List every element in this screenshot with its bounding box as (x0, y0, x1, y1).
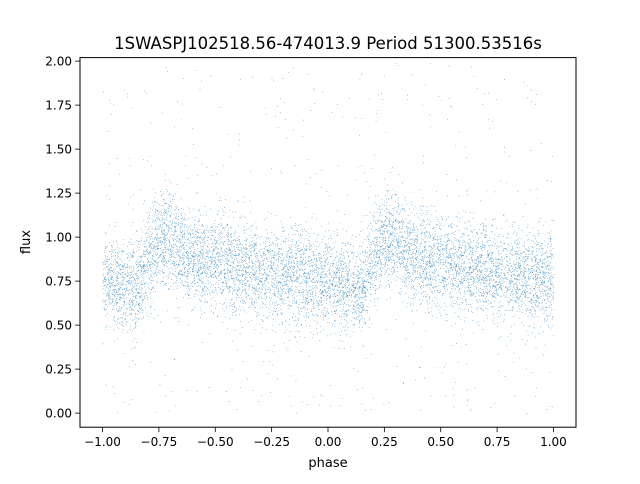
y-tick-label: 0.75 (45, 274, 72, 288)
x-tick-label: 0.00 (315, 435, 342, 449)
x-tick-label: −0.25 (253, 435, 290, 449)
y-axis-ticks: 0.00 0.25 0.50 0.75 1.00 1.25 1.50 1.75 2.00 (45, 54, 80, 420)
flux-points (102, 63, 555, 414)
y-tick-label: 0.25 (45, 362, 72, 376)
x-tick-label: −1.00 (84, 435, 121, 449)
y-tick-label: 1.00 (45, 230, 72, 244)
y-tick-label: 1.75 (45, 98, 72, 112)
y-tick-label: 0.00 (45, 406, 72, 420)
y-tick-label: 0.50 (45, 318, 72, 332)
chart-title: 1SWASPJ102518.56-474013.9 Period 51300.5… (114, 34, 542, 53)
y-tick-label: 1.50 (45, 142, 72, 156)
x-tick-label: 0.75 (484, 435, 511, 449)
y-tick-label: 2.00 (45, 54, 72, 68)
data-points (102, 63, 555, 414)
x-tick-label: 1.00 (540, 435, 567, 449)
x-tick-label: −0.75 (141, 435, 178, 449)
x-tick-label: 0.50 (427, 435, 454, 449)
x-axis-ticks: −1.00 −0.75 −0.50 −0.25 0.00 0.25 0.50 0.75 1.00 (84, 427, 567, 449)
x-axis-label: phase (308, 456, 347, 471)
y-tick-label: 1.25 (45, 186, 72, 200)
x-tick-label: 0.25 (371, 435, 398, 449)
y-axis-label: flux (19, 230, 34, 254)
x-tick-label: −0.50 (197, 435, 234, 449)
